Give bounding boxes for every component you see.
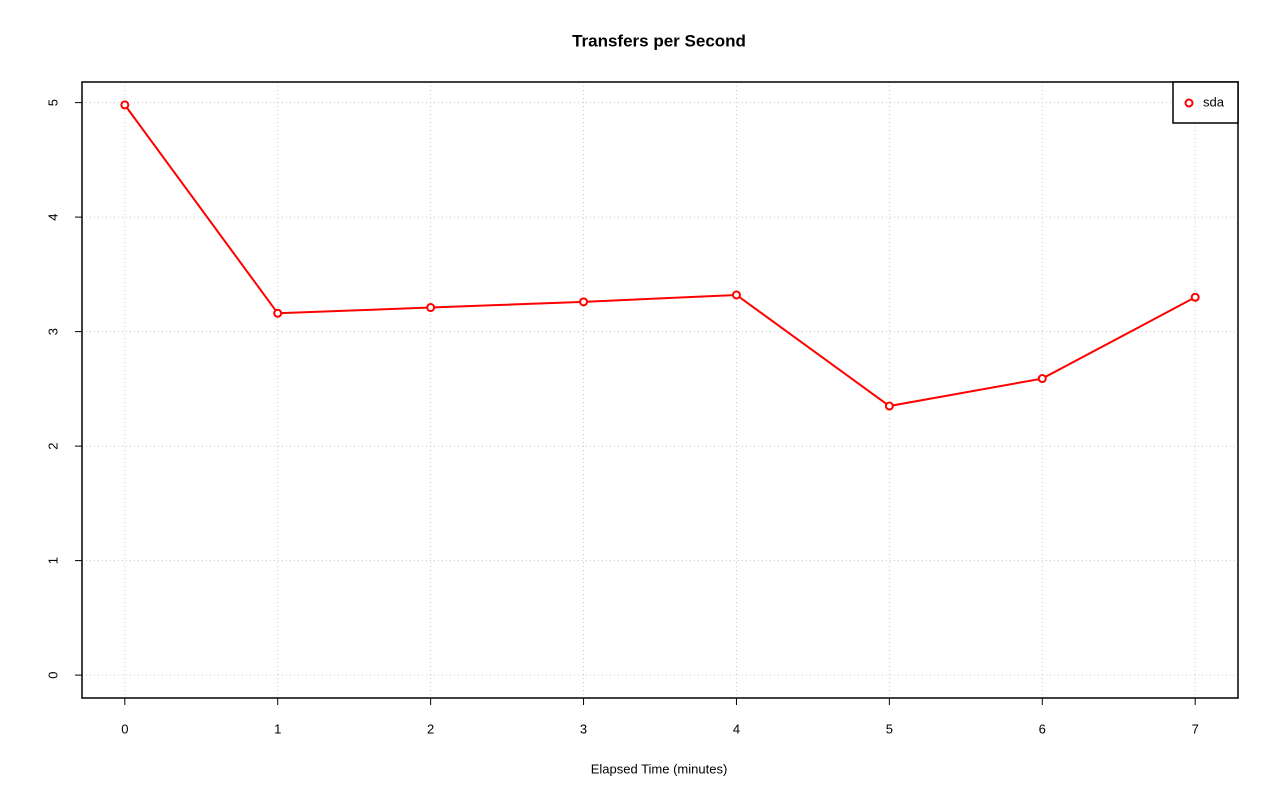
point <box>273 308 283 318</box>
chart-title: Transfers per Second <box>572 31 746 50</box>
y-tick-label: 5 <box>45 99 60 106</box>
point <box>731 290 741 300</box>
y-tick-label: 4 <box>45 213 60 220</box>
x-axis-label: Elapsed Time (minutes) <box>591 761 728 776</box>
x-tick-label: 2 <box>427 721 434 736</box>
point <box>120 100 130 110</box>
point <box>426 303 436 313</box>
line-series <box>124 104 1196 408</box>
x-tick-label: 3 <box>580 721 587 736</box>
point <box>579 297 589 307</box>
x-tick-label: 0 <box>121 721 128 736</box>
legend-marker <box>1184 98 1194 108</box>
x-tick-label: 6 <box>1039 721 1046 736</box>
point <box>1037 374 1047 384</box>
y-tick-label: 1 <box>45 557 60 564</box>
y-tick-label: 2 <box>45 442 60 449</box>
legend-label: sda <box>1203 94 1225 109</box>
y-tick-label: 3 <box>45 328 60 335</box>
x-tick-label: 1 <box>274 721 281 736</box>
x-tick-label: 5 <box>886 721 893 736</box>
legend-box <box>1172 81 1239 124</box>
y-tick-label: 0 <box>45 671 60 678</box>
point <box>1190 292 1200 302</box>
point <box>884 401 894 411</box>
plot-frame <box>81 81 1239 699</box>
x-tick-label: 7 <box>1192 721 1199 736</box>
x-tick-label: 4 <box>733 721 740 736</box>
